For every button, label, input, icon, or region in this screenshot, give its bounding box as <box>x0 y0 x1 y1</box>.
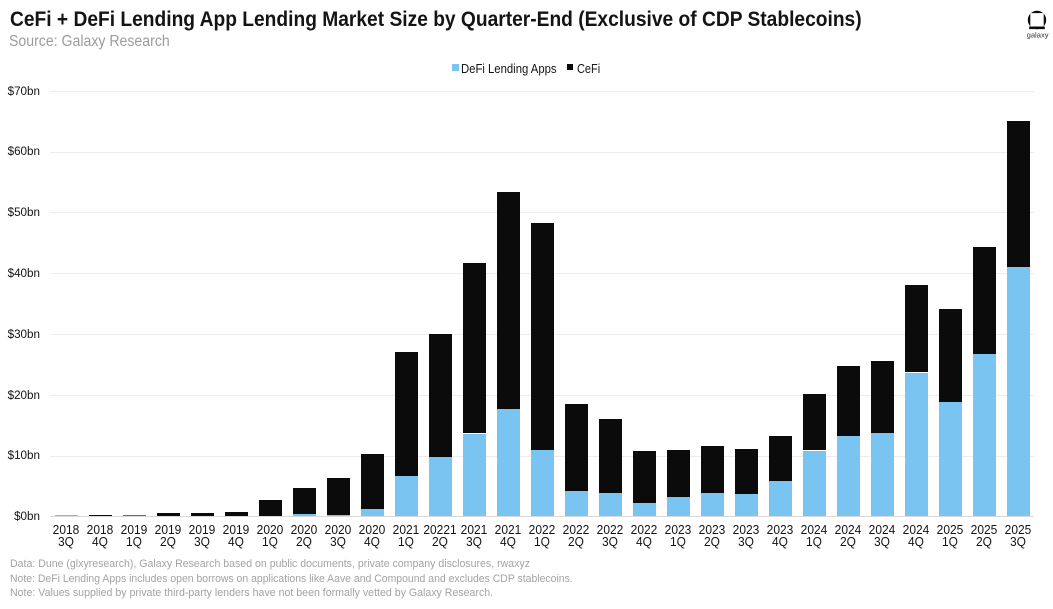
svg-text:galaxy: galaxy <box>1027 31 1049 40</box>
